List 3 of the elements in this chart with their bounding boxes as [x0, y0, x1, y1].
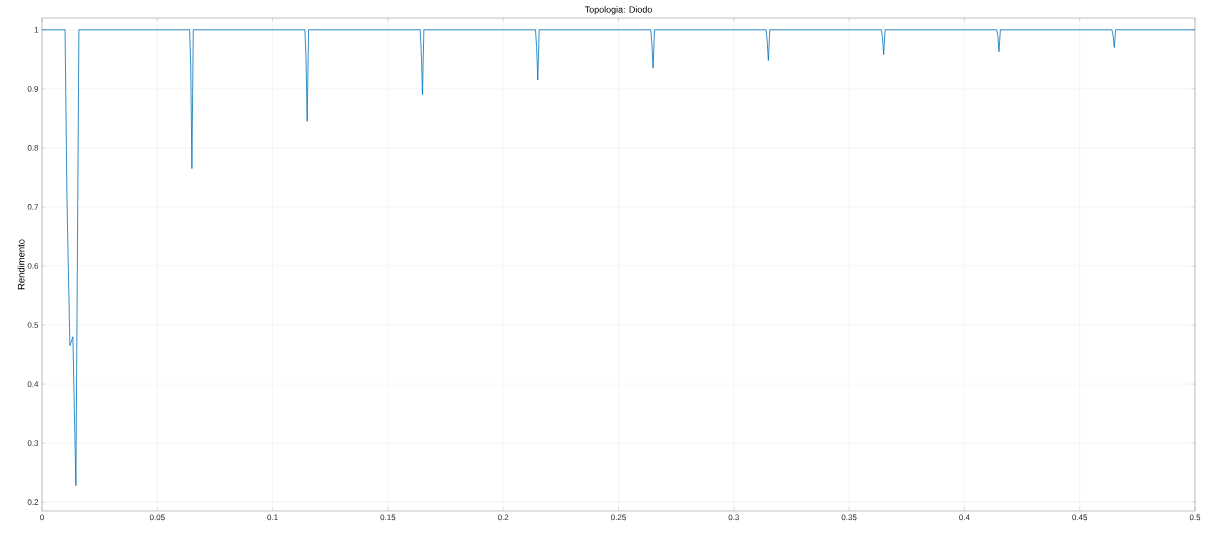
chart-title: Topologia: Diodo: [584, 6, 652, 15]
line-series: [42, 29, 1195, 487]
y-axis-title: Rendimento: [17, 239, 25, 290]
